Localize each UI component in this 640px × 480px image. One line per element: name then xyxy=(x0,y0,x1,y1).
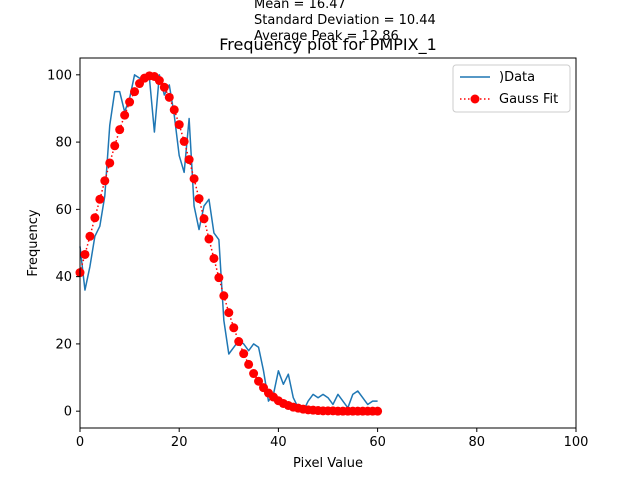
gauss-fit-point xyxy=(115,125,125,135)
gauss-fit-point xyxy=(100,176,110,186)
y-tick-label: 0 xyxy=(64,405,72,420)
gauss-fit-point xyxy=(224,308,234,318)
axes-frame xyxy=(79,57,577,429)
x-tick-label: 60 xyxy=(369,435,386,450)
chart-title: Frequency plot for PMPIX_1 xyxy=(219,35,437,55)
y-axis-label: Frequency xyxy=(26,209,41,276)
gauss-fit-point xyxy=(234,337,244,347)
legend-gauss-marker xyxy=(470,94,480,104)
stat-std-dev: Standard Deviation = 10.44 xyxy=(254,13,436,28)
y-tick-label: 80 xyxy=(55,136,72,151)
gauss-fit-point xyxy=(239,349,249,359)
gauss-fit-point xyxy=(80,249,90,259)
y-tick-label: 100 xyxy=(47,68,72,83)
gauss-fit-point xyxy=(194,194,204,204)
legend-gauss-label: Gauss Fit xyxy=(499,92,558,107)
y-axis: 0 20 40 60 80 100 xyxy=(47,68,80,420)
gauss-fit-point xyxy=(154,76,164,86)
gauss-fit-point xyxy=(254,376,264,386)
gauss-fit-point xyxy=(85,231,95,241)
gauss-fit-point xyxy=(179,136,189,146)
gauss-fit-point xyxy=(174,120,184,130)
gauss-fit-point xyxy=(199,214,209,224)
gauss-fit-point xyxy=(110,141,120,151)
gauss-fit-point xyxy=(209,253,219,263)
gauss-fit-point xyxy=(105,158,115,168)
x-tick-label: 100 xyxy=(564,435,589,450)
legend: )Data Gauss Fit xyxy=(452,64,571,113)
gauss-fit-point xyxy=(169,105,179,115)
legend-data-label: )Data xyxy=(499,70,535,85)
x-axis-label: Pixel Value xyxy=(293,456,363,471)
gauss-fit-point xyxy=(189,174,199,184)
gauss-fit-point xyxy=(159,82,169,92)
gauss-fit-point xyxy=(249,369,259,379)
gauss-fit-point xyxy=(373,406,383,416)
x-tick-label: 20 xyxy=(171,435,188,450)
gauss-fit-point xyxy=(214,273,224,283)
gauss-fit-point xyxy=(120,110,130,120)
gauss-fit-point xyxy=(219,291,229,301)
gauss-fit-point xyxy=(184,155,194,165)
stat-avg-peak: Average Peak = 12.86 xyxy=(254,29,399,44)
gauss-fit-point xyxy=(244,359,254,369)
stat-mean: Mean = 16.47 xyxy=(254,0,346,12)
gauss-fit-point xyxy=(95,194,105,204)
x-tick-label: 40 xyxy=(270,435,287,450)
x-axis: 0 20 40 60 80 100 xyxy=(76,428,589,450)
gauss-fit-point xyxy=(229,323,239,333)
gauss-fit-point xyxy=(90,213,100,223)
y-tick-label: 60 xyxy=(55,203,72,218)
gauss-fit-point xyxy=(130,87,140,97)
x-tick-label: 80 xyxy=(469,435,486,450)
gauss-fit-point xyxy=(164,92,174,102)
gauss-fit-point xyxy=(204,234,214,244)
y-tick-label: 20 xyxy=(55,337,72,352)
plot-area xyxy=(75,71,383,416)
y-tick-label: 40 xyxy=(55,270,72,285)
gauss-fit-point xyxy=(125,97,135,107)
x-tick-label: 0 xyxy=(76,435,84,450)
